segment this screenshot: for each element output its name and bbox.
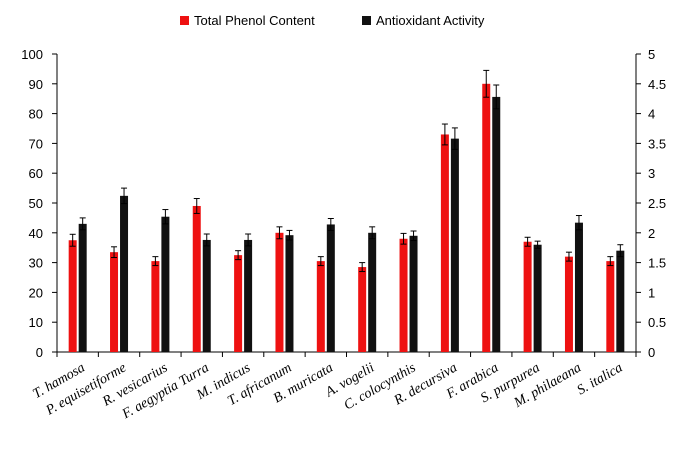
bar-antioxidant <box>244 239 253 352</box>
bar-phenol <box>275 232 284 352</box>
left-tick-label: 10 <box>29 315 43 330</box>
bar-phenol <box>564 256 573 352</box>
bar-antioxidant <box>450 138 459 352</box>
right-tick-label: 1 <box>648 285 655 300</box>
bar-antioxidant <box>285 235 294 352</box>
bar-antioxidant <box>616 250 625 352</box>
left-tick-label: 100 <box>21 47 43 62</box>
bar-phenol <box>606 261 615 352</box>
bar-antioxidant <box>161 216 170 352</box>
bar-antioxidant <box>202 239 211 352</box>
bar-phenol <box>358 267 367 352</box>
bar-phenol <box>68 240 77 352</box>
legend-label-total-phenol: Total Phenol Content <box>194 13 315 28</box>
left-tick-label: 40 <box>29 226 43 241</box>
left-tick-label: 60 <box>29 166 43 181</box>
right-tick-label: 5 <box>648 47 655 62</box>
bar-antioxidant <box>533 244 542 352</box>
bar-phenol <box>192 205 201 352</box>
right-tick-label: 2 <box>648 226 655 241</box>
bar-antioxidant <box>78 223 87 352</box>
bar-phenol <box>523 241 532 352</box>
bar-antioxidant <box>409 235 418 352</box>
bar-antioxidant <box>368 232 377 352</box>
left-tick-label: 0 <box>36 345 43 360</box>
left-tick-label: 50 <box>29 196 43 211</box>
bar-antioxidant <box>326 224 335 352</box>
bar-phenol <box>110 252 119 352</box>
bar-phenol <box>440 134 449 352</box>
legend-label-antioxidant: Antioxidant Activity <box>376 13 485 28</box>
bar-phenol <box>234 255 243 352</box>
right-tick-label: 2.5 <box>648 196 666 211</box>
right-tick-label: 0.5 <box>648 315 666 330</box>
bar-antioxidant <box>492 96 501 352</box>
bar-phenol <box>482 83 491 353</box>
bar-antioxidant <box>120 195 129 352</box>
bar-phenol <box>151 261 160 352</box>
left-tick-label: 20 <box>29 285 43 300</box>
left-tick-label: 30 <box>29 256 43 271</box>
right-tick-label: 0 <box>648 345 655 360</box>
left-tick-label: 90 <box>29 77 43 92</box>
bar-phenol <box>399 238 408 352</box>
plot-area: 0 10 20 30 40 50 60 70 80 90 100 0 0.5 1 1.5 2 2.5 3 3.5 4 4… <box>21 47 666 423</box>
legend-swatch-total-phenol <box>180 16 189 25</box>
left-tick-label: 80 <box>29 107 43 122</box>
bar-antioxidant <box>574 222 583 352</box>
right-tick-label: 3 <box>648 166 655 181</box>
right-tick-label: 4.5 <box>648 77 666 92</box>
right-tick-label: 3.5 <box>648 136 666 151</box>
legend: Total Phenol Content Antioxidant Activit… <box>180 13 485 28</box>
legend-swatch-antioxidant <box>362 16 371 25</box>
bar-phenol <box>316 261 325 352</box>
right-tick-label: 4 <box>648 107 655 122</box>
category-label: S. italica <box>575 360 626 398</box>
right-tick-label: 1.5 <box>648 256 666 271</box>
left-tick-label: 70 <box>29 136 43 151</box>
